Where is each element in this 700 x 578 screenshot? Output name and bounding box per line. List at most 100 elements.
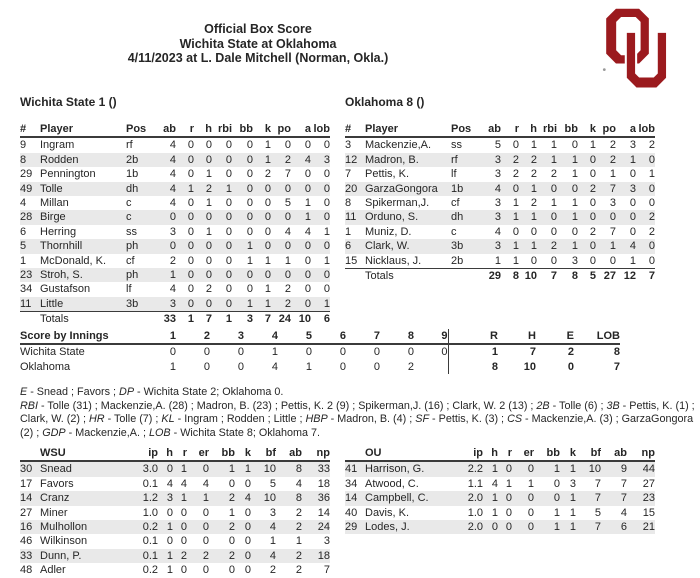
player-name: Pettis, K.	[365, 168, 410, 181]
team-name: Wichita State	[20, 346, 85, 359]
column-header: np	[627, 446, 655, 463]
stat-value: 0	[246, 153, 253, 166]
player-number: 29	[20, 168, 33, 181]
stat-value: 1.0	[467, 506, 483, 519]
stat-value: 2	[530, 197, 537, 210]
stat-value: 1	[512, 254, 519, 267]
inning-score: 0	[373, 346, 380, 359]
column-header: r	[176, 122, 194, 139]
stat-value: 14	[317, 506, 330, 519]
stat-value: 4	[169, 139, 176, 152]
player-number: 12	[345, 153, 358, 166]
stat-value: 24	[317, 521, 330, 534]
inning-score: 1	[169, 360, 176, 373]
stat-value: 1	[530, 182, 537, 195]
stat-value: 0	[225, 269, 232, 282]
totals-value: 1	[176, 311, 194, 327]
stat-value: 1	[269, 535, 276, 548]
stat-value: 4	[304, 225, 311, 238]
batting-row: 3 Mackenzie,A. ss 5 0 1 1 0 1 2 3 2	[345, 137, 655, 152]
column-header: #	[20, 122, 40, 139]
summary-value: 2	[567, 346, 574, 359]
stat-value: 0	[505, 463, 512, 476]
stat-abbreviation: 2B	[536, 399, 550, 412]
pitching-row: 17 Favors 0.1 4 4 4 0 0 5 4 18	[20, 477, 330, 491]
stat-value: 0	[629, 168, 636, 181]
stat-value: 7	[284, 168, 291, 181]
totals-value: 33	[154, 311, 176, 327]
note-text: - Tolle (31) ; Mackenzie,A. (28) ; Madro…	[38, 399, 537, 412]
batting-row: 8 Spikerman,J. cf 3 1 2 1 1 0 3 0 0	[345, 196, 655, 210]
stat-value: 0	[202, 535, 209, 548]
stat-value: 0	[180, 521, 187, 534]
column-header: Pos	[126, 122, 154, 139]
totals-value: 8	[557, 268, 578, 284]
stat-value: 6	[620, 521, 627, 534]
inning-score: 0	[339, 360, 346, 373]
stat-value: 1	[205, 197, 212, 210]
stat-value: 0	[264, 269, 271, 282]
batting-row: 6 Herring ss 3 0 1 0 0 0 4 4 1	[20, 225, 330, 239]
stat-value: 3	[629, 182, 636, 195]
stat-value: 3	[494, 240, 501, 253]
stat-value: 0	[202, 521, 209, 534]
stat-value: 0	[169, 240, 176, 253]
totals-value: 24	[271, 311, 291, 327]
stat-value: 0	[244, 535, 251, 548]
stat-value: 2	[205, 283, 212, 296]
stat-value: 1	[494, 254, 501, 267]
stat-value: 1	[205, 225, 212, 238]
stat-value: 7	[594, 492, 601, 505]
stat-value: 1	[609, 168, 616, 181]
score-by-innings-section: Score by Innings 1 2 3 4 5 6 7 8 9 R H E LOB Wichita S…	[20, 329, 620, 375]
stat-value: 0	[609, 211, 616, 224]
stat-value: 4	[202, 477, 209, 490]
column-header: er	[187, 446, 209, 463]
stat-value: 0	[187, 139, 194, 152]
stat-value: 2	[295, 506, 302, 519]
inning-score: 2	[407, 360, 414, 373]
stat-value: 0.1	[142, 477, 158, 490]
stat-value: 1	[246, 254, 253, 267]
column-header: Player	[365, 122, 451, 139]
stat-value: 0	[187, 153, 194, 166]
stat-value: 1	[180, 463, 187, 476]
stat-value: 0	[512, 139, 519, 152]
stat-value: 0	[589, 153, 596, 166]
stat-value: 2	[169, 254, 176, 267]
stat-abbreviation: E	[20, 386, 28, 398]
stat-value: 0	[284, 182, 291, 195]
stat-value: 3	[494, 211, 501, 224]
column-header: Player	[40, 122, 126, 139]
stat-value: 0	[553, 477, 560, 490]
column-header: bf	[251, 446, 276, 463]
stat-value: 1	[264, 153, 271, 166]
column-header: ip	[132, 446, 158, 463]
stat-value: 27	[642, 477, 655, 490]
stat-value: 18	[317, 549, 330, 562]
stat-value: 2.0	[467, 521, 483, 534]
stat-value: 1	[648, 168, 655, 181]
stat-value: 18	[317, 477, 330, 490]
stat-value: 0	[246, 168, 253, 181]
stat-value: 0	[225, 240, 232, 253]
column-header: a	[616, 122, 636, 139]
stat-value: 2	[228, 492, 235, 505]
stat-value: 0	[202, 564, 209, 577]
stat-value: 0	[589, 197, 596, 210]
stat-value: 2	[648, 225, 655, 238]
stat-value: 0	[304, 283, 311, 296]
stat-value: 0	[225, 283, 232, 296]
summary-value: 7	[613, 360, 620, 373]
stat-value: 0	[166, 463, 173, 476]
player-number: 11	[345, 211, 357, 224]
stat-abbreviation: RBI	[20, 399, 38, 412]
stat-value: 0	[205, 211, 212, 224]
player-position: dh	[126, 182, 139, 195]
stat-value: 2	[180, 549, 187, 562]
batting-row: 1 McDonald, K. cf 2 0 0 0 1 1 1 0 1	[20, 254, 330, 268]
stat-value: 1	[553, 521, 560, 534]
stat-value: 0	[304, 269, 311, 282]
summary-value: 7	[529, 346, 536, 359]
stat-value: 0	[491, 521, 498, 534]
